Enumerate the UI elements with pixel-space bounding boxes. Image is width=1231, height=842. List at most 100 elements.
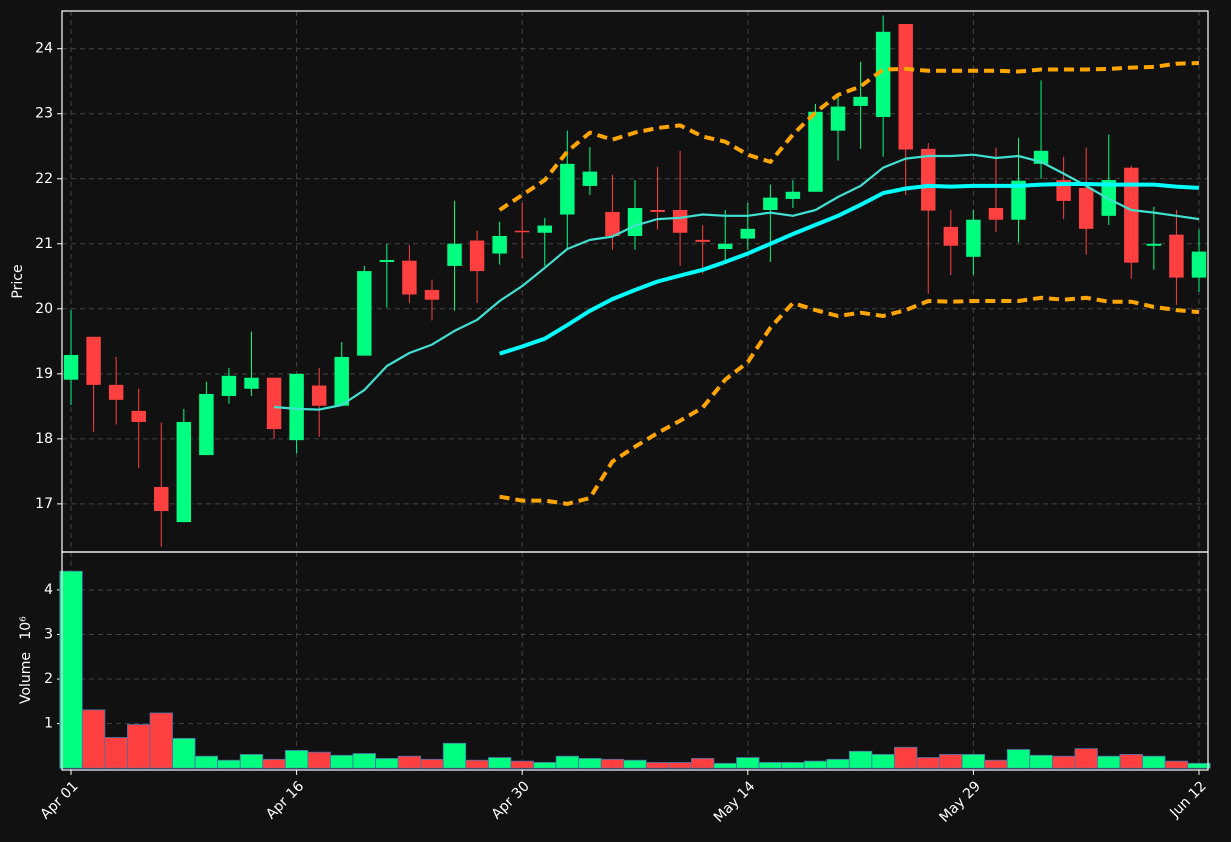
candle-body <box>1078 187 1094 229</box>
volume-bar <box>104 737 128 769</box>
volume-bar <box>984 759 1008 769</box>
candle-body <box>514 230 530 233</box>
candle-body <box>402 260 417 295</box>
candle-body <box>695 239 710 242</box>
y-tick-label: 21 <box>35 236 53 252</box>
y-tick-label: 1 <box>44 716 53 732</box>
volume-bar <box>533 762 557 769</box>
y-tick-label: 20 <box>35 301 53 317</box>
y-tick-label: 18 <box>35 431 53 447</box>
candle-body <box>740 228 756 239</box>
candle-body <box>582 171 598 186</box>
volume-bar <box>894 746 918 769</box>
candle-body <box>808 111 823 192</box>
y-tick-label: 4 <box>44 582 53 598</box>
candle-body <box>1146 243 1162 246</box>
candle-body <box>447 243 462 266</box>
volume-bar <box>690 758 715 769</box>
volume-bar <box>330 754 354 769</box>
volume-bar <box>59 570 83 769</box>
candle-body <box>605 211 620 236</box>
candle-body <box>154 486 169 512</box>
line-series <box>499 295 1200 506</box>
volume-bar <box>1006 749 1031 769</box>
volume-bar <box>961 753 986 769</box>
volume-bar <box>916 757 940 769</box>
y-tick-label: 24 <box>35 41 53 57</box>
candle-body <box>108 384 124 400</box>
volume-bar <box>1119 753 1143 769</box>
candle-body <box>289 373 304 441</box>
volume-bar <box>487 757 512 769</box>
candle-body <box>560 163 575 215</box>
candle-body <box>718 243 733 249</box>
volume-bar <box>939 753 963 769</box>
candle-body <box>988 208 1004 220</box>
volume-bar <box>871 753 895 769</box>
volume-bar <box>307 751 331 769</box>
x-tick-label: Jun 12 <box>1166 778 1209 821</box>
volume-bar <box>81 709 106 769</box>
x-tick-label: Apr 01 <box>37 778 81 822</box>
candle-body <box>1191 251 1207 278</box>
volume-bar <box>510 760 534 769</box>
volume-bar <box>736 757 760 769</box>
line-series <box>498 61 1200 212</box>
candle-body <box>469 240 485 272</box>
candle-body <box>311 385 327 406</box>
candle-body <box>830 106 846 131</box>
candle-body <box>199 393 214 456</box>
y-tick-label: 2 <box>44 671 53 687</box>
volume-bar <box>194 755 219 769</box>
volume-bar <box>578 758 602 769</box>
candle-body <box>875 31 891 117</box>
y-tick-label: 23 <box>35 106 53 122</box>
volume-bar <box>781 762 805 769</box>
candle-body <box>334 356 349 406</box>
volume-bar <box>284 749 309 769</box>
line-series <box>274 153 1200 411</box>
volume-scale-label: 10⁶ <box>18 616 34 640</box>
y-tick-label: 19 <box>35 366 53 382</box>
candle-body <box>86 336 101 385</box>
x-tick-label: Apr 16 <box>263 778 307 822</box>
volume-bar <box>375 758 399 769</box>
y-tick-label: 3 <box>44 626 53 642</box>
candle-body <box>627 208 643 236</box>
x-tick-label: May 14 <box>711 778 759 826</box>
candle-body <box>853 96 868 106</box>
candle-body <box>221 375 237 396</box>
volume-bar <box>826 758 850 769</box>
y-tick-label: 22 <box>35 171 53 187</box>
candle-body <box>672 209 688 233</box>
volume-bar <box>397 755 422 769</box>
volume-bar <box>668 762 692 769</box>
candle-body <box>379 260 395 262</box>
candle-body <box>1011 180 1026 220</box>
volume-frame <box>61 551 1209 771</box>
volume-axis-label: Volume <box>18 652 34 704</box>
y-axis-label: Price <box>10 264 26 298</box>
volume-bar <box>1051 755 1076 769</box>
volume-bar <box>758 762 783 769</box>
candle-body <box>266 377 282 430</box>
volume-bar <box>217 759 241 769</box>
volume-bar <box>127 724 151 769</box>
volume-bar <box>442 742 467 769</box>
candle-body <box>424 289 440 300</box>
volume-bar <box>352 753 376 769</box>
volume-bar <box>1029 754 1053 769</box>
volume-bar <box>1097 755 1121 769</box>
volume-bar <box>420 758 444 769</box>
volume-bar <box>1074 748 1098 769</box>
candle-body <box>650 209 665 212</box>
volume-bar <box>262 758 286 769</box>
candle-body <box>357 271 372 356</box>
volume-bar <box>172 737 196 769</box>
volume-bar <box>555 755 580 769</box>
candle-body <box>898 24 913 150</box>
volume-bar <box>149 712 173 769</box>
candle-body <box>244 377 259 389</box>
